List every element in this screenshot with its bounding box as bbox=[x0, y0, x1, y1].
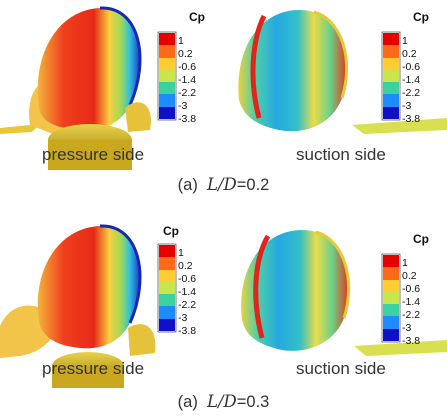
colorbar-swatch bbox=[383, 33, 399, 46]
colorbar-swatch bbox=[383, 304, 399, 317]
tick-label: -0.6 bbox=[178, 273, 197, 285]
blade-rim bbox=[99, 6, 142, 106]
colorbar-swatch bbox=[159, 257, 175, 270]
colorbar-ticks: 1 0.2 -0.6 -1.4 -2.2 -3 -3.8 bbox=[402, 258, 420, 349]
tick-label: -2.2 bbox=[178, 87, 197, 99]
tick-label: -0.6 bbox=[402, 61, 421, 73]
colorbar-ticks: 1 0.2 -0.6 -1.4 -2.2 -3 -3.8 bbox=[178, 36, 196, 127]
colorbar-swatch bbox=[159, 245, 175, 258]
side-label: suction side bbox=[296, 359, 386, 378]
caption-0-2: (a) L/D=0.2 bbox=[177, 175, 270, 194]
colorbar-swatch bbox=[383, 94, 399, 107]
suction-side-contour-0-2: Cp 1 0.2 -0.6 -1.4 -2.2 -3 -3.8 suction … bbox=[224, 0, 447, 170]
tick-label: -3.8 bbox=[402, 113, 421, 125]
blade-right-fragment bbox=[354, 340, 447, 356]
colorbar-swatch bbox=[159, 69, 175, 83]
colorbar-swatch bbox=[159, 281, 175, 295]
blade-right-fragment bbox=[352, 118, 447, 134]
caption-0-3: (a) L/D=0.3 bbox=[177, 392, 270, 411]
tick-label: -3 bbox=[402, 322, 412, 334]
tick-label: 1 bbox=[178, 247, 184, 259]
colorbar-title: Cp bbox=[189, 10, 205, 24]
pressure-side-contour-0-2: Cp 1 0.2 -0.6 -1.4 -2.2 -3 -3.8 pressure… bbox=[0, 0, 223, 170]
tick-label: 1 bbox=[402, 257, 408, 269]
colorbar-swatch bbox=[383, 69, 399, 83]
tick-label: -3 bbox=[178, 100, 188, 112]
side-label: pressure side bbox=[42, 145, 145, 164]
colorbar-swatch bbox=[383, 328, 399, 341]
colorbar-ticks: 1 0.2 -0.6 -1.4 -2.2 -3 -3.8 bbox=[402, 36, 420, 127]
colorbar-title: Cp bbox=[413, 10, 429, 24]
colorbar-swatch bbox=[383, 45, 399, 58]
colorbar-swatch bbox=[383, 279, 399, 292]
colorbar-2 bbox=[383, 33, 399, 119]
blade-main-suction bbox=[241, 230, 349, 351]
tick-label: -2.2 bbox=[402, 87, 421, 99]
colorbar-swatch bbox=[159, 294, 175, 307]
side-label: suction side bbox=[296, 145, 386, 164]
blade-right-fragment bbox=[128, 324, 156, 356]
colorbar-swatch bbox=[159, 94, 175, 107]
tick-label: -3.8 bbox=[178, 325, 197, 337]
colorbar-swatch bbox=[159, 306, 175, 319]
tick-label: -0.6 bbox=[402, 283, 421, 295]
colorbar-swatch bbox=[159, 82, 175, 95]
colorbar-swatch bbox=[383, 316, 399, 329]
blade-right-fragment bbox=[125, 102, 151, 132]
tick-label: -1.4 bbox=[402, 296, 421, 308]
tick-label: 1 bbox=[402, 35, 408, 47]
trailing-edge bbox=[313, 10, 349, 99]
tick-label: 1 bbox=[178, 35, 184, 47]
tick-label: -3 bbox=[402, 100, 412, 112]
tick-label: 0.2 bbox=[402, 48, 417, 60]
tick-label: -2.2 bbox=[178, 299, 197, 311]
tick-label: 0.2 bbox=[178, 48, 193, 60]
colorbar-swatch bbox=[159, 57, 175, 70]
colorbar-swatch bbox=[159, 106, 175, 119]
tick-label: -1.4 bbox=[178, 74, 197, 86]
colorbar-4 bbox=[383, 255, 399, 341]
tick-label: -1.4 bbox=[402, 74, 421, 86]
pressure-side-contour-0-3: Cp 1 0.2 -0.6 -1.4 -2.2 -3 -3.8 pressure… bbox=[0, 218, 223, 388]
tick-label: -1.4 bbox=[178, 286, 197, 298]
colorbar-swatch bbox=[383, 291, 399, 305]
colorbar-swatch bbox=[159, 45, 175, 58]
blade-rim bbox=[99, 224, 142, 324]
colorbar-swatch bbox=[159, 33, 175, 46]
colorbar-swatch bbox=[383, 82, 399, 95]
colorbar-swatch bbox=[383, 267, 399, 280]
colorbar-swatch bbox=[159, 318, 175, 331]
tick-label: -2.2 bbox=[402, 309, 421, 321]
tick-label: -3.8 bbox=[178, 113, 197, 125]
tick-label: -0.6 bbox=[178, 61, 197, 73]
colorbar-swatch bbox=[159, 269, 175, 282]
blade-main-suction bbox=[238, 10, 347, 132]
colorbar-swatch bbox=[383, 57, 399, 70]
colorbar-1 bbox=[159, 33, 175, 119]
tick-label: -3 bbox=[178, 312, 188, 324]
blade-main-pressure bbox=[37, 225, 140, 349]
left-blade-fragment bbox=[0, 124, 40, 134]
colorbar-3 bbox=[159, 245, 175, 331]
blade-main-pressure bbox=[37, 7, 140, 131]
tick-label: 0.2 bbox=[402, 270, 417, 282]
suction-side-contour-0-3: Cp 1 0.2 -0.6 -1.4 -2.2 -3 -3.8 suction … bbox=[224, 218, 447, 388]
leading-edge bbox=[250, 14, 267, 119]
tick-label: -3.8 bbox=[402, 335, 421, 347]
side-label: pressure side bbox=[42, 359, 145, 378]
colorbar-swatch bbox=[383, 255, 399, 268]
colorbar-title: Cp bbox=[413, 232, 429, 246]
tick-label: 0.2 bbox=[178, 260, 193, 272]
colorbar-swatch bbox=[383, 106, 399, 119]
colorbar-ticks: 1 0.2 -0.6 -1.4 -2.2 -3 -3.8 bbox=[178, 248, 196, 339]
trailing-edge bbox=[315, 230, 351, 319]
leading-edge bbox=[253, 234, 271, 339]
colorbar-title: Cp bbox=[163, 224, 179, 238]
